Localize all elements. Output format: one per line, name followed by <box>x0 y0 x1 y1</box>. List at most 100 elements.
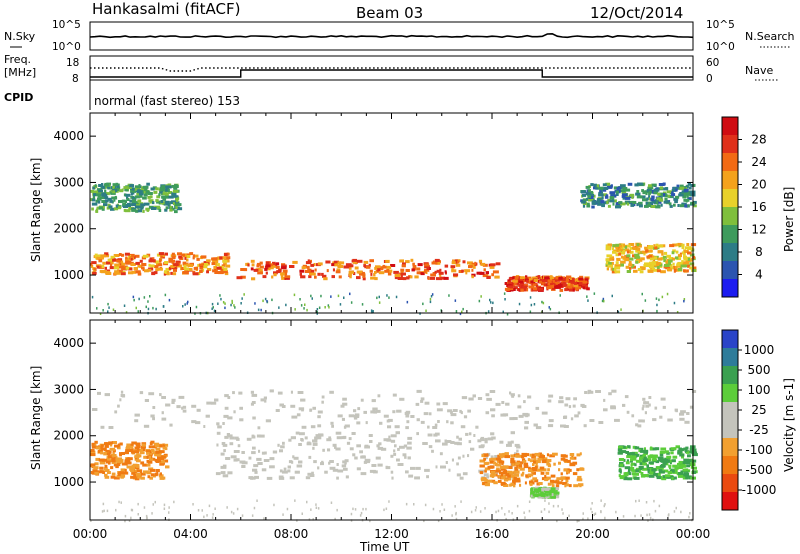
heatmap-cell <box>306 265 310 269</box>
heatmap-cell <box>127 260 132 264</box>
heatmap-cell <box>128 271 134 275</box>
heatmap-cell <box>108 455 111 459</box>
heatmap-cell <box>668 259 673 263</box>
heatmap-cell <box>310 425 316 429</box>
heatmap-cell <box>134 450 140 454</box>
heatmap-cell <box>222 301 225 304</box>
heatmap-cell <box>117 206 122 210</box>
heatmap-cell <box>633 472 639 476</box>
heatmap-cell <box>328 306 330 309</box>
heatmap-cell <box>152 503 154 506</box>
heatmap-cell <box>620 308 622 311</box>
heatmap-cell <box>647 468 650 472</box>
heatmap-cell <box>625 265 629 269</box>
heatmap-cell <box>630 468 634 472</box>
heatmap-cell <box>155 307 157 311</box>
heatmap-cell <box>127 186 132 189</box>
heatmap-cell <box>147 475 151 479</box>
heatmap-cell <box>539 455 545 458</box>
heatmap-cell <box>545 476 551 480</box>
heatmap-cell <box>133 298 135 302</box>
heatmap-cell <box>663 191 667 195</box>
heatmap-cell <box>578 282 585 285</box>
heatmap-cell <box>134 419 139 423</box>
heatmap-cell <box>667 418 673 422</box>
heatmap-cell <box>655 261 661 265</box>
heatmap-cell <box>671 459 676 463</box>
heatmap-cell <box>280 274 284 278</box>
heatmap-cell <box>149 257 154 261</box>
heatmap-cell <box>94 440 98 444</box>
colorbar-segment <box>722 153 738 172</box>
heatmap-cell <box>641 407 644 411</box>
colorbar-tick-label: 500 <box>748 363 771 377</box>
heatmap-cell <box>215 472 221 476</box>
heatmap-cell <box>256 457 262 461</box>
heatmap-cell <box>396 458 400 462</box>
heatmap-cell <box>90 189 94 193</box>
heatmap-cell <box>301 266 306 270</box>
heatmap-cell <box>168 506 170 509</box>
heatmap-cell <box>317 436 322 440</box>
colorbar-segment <box>722 474 738 493</box>
heatmap-cell <box>217 271 224 275</box>
heatmap-cell <box>341 464 347 468</box>
heatmap-cell <box>387 272 392 276</box>
heatmap-cell <box>542 494 546 498</box>
cpid-text: normal (fast stereo) 153 <box>94 94 240 108</box>
heatmap-cell <box>465 271 468 275</box>
heatmap-cell <box>501 473 504 477</box>
heatmap-cell <box>502 310 504 314</box>
heatmap-cell <box>655 460 660 464</box>
heatmap-cell <box>629 266 632 270</box>
heatmap-cell <box>649 474 655 478</box>
heatmap-cell <box>246 437 252 441</box>
heatmap-cell <box>573 284 579 288</box>
heatmap-cell <box>119 189 124 193</box>
heatmap-cell <box>141 472 146 476</box>
heatmap-cell <box>154 453 158 457</box>
heatmap-cell <box>495 402 501 406</box>
heatmap-cell <box>637 424 642 428</box>
heatmap-cell <box>473 434 476 437</box>
heatmap-cell <box>607 243 612 247</box>
heatmap-cell <box>648 513 651 516</box>
heatmap-cell <box>119 398 122 402</box>
time-ut-xlabel: Time UT <box>359 540 410 554</box>
heatmap-cell <box>173 194 177 198</box>
heatmap-cell <box>479 271 485 275</box>
heatmap-cell <box>383 438 389 442</box>
heatmap-cell <box>344 461 347 465</box>
heatmap-cell <box>393 449 396 453</box>
heatmap-cell <box>460 411 463 415</box>
heatmap-cell <box>510 454 515 458</box>
heatmap-cell <box>661 477 667 481</box>
heatmap-cell <box>565 397 571 401</box>
heatmap-cell <box>135 472 141 476</box>
heatmap-cell <box>692 453 698 457</box>
heatmap-cell <box>220 297 222 301</box>
freq-label-2: [MHz] <box>4 66 36 79</box>
heatmap-cell <box>137 310 139 313</box>
heatmap-cell <box>510 393 515 397</box>
heatmap-cell <box>653 188 660 192</box>
heatmap-cell <box>532 477 538 481</box>
heatmap-cell <box>174 203 177 207</box>
heatmap-cell <box>549 275 553 279</box>
heatmap-cell <box>683 261 690 265</box>
heatmap-cell <box>294 308 296 311</box>
heatmap-cell <box>356 421 361 425</box>
heatmap-cell <box>547 468 550 472</box>
heatmap-cell <box>146 459 150 463</box>
heatmap-cell <box>687 251 692 255</box>
heatmap-cell <box>644 299 647 302</box>
heatmap-cell <box>269 465 275 469</box>
heatmap-cell <box>101 510 104 513</box>
heatmap-cell <box>142 268 145 272</box>
heatmap-cell <box>607 198 612 202</box>
heatmap-cell <box>223 253 228 257</box>
heatmap-cell <box>364 458 371 462</box>
heatmap-cell <box>155 459 162 463</box>
heatmap-cell <box>560 457 566 461</box>
